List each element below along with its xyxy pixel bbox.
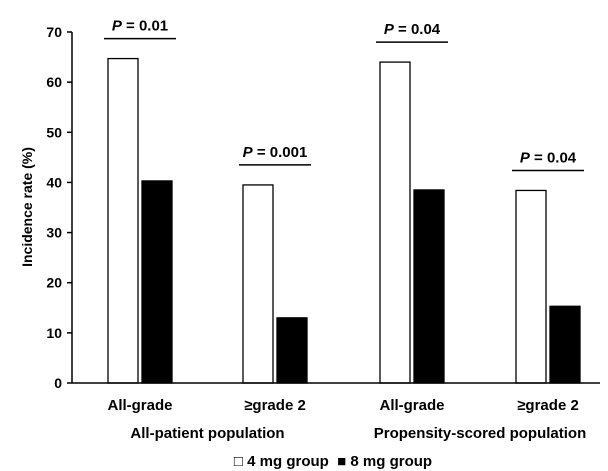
x-tick-label: All-grade: [107, 397, 172, 414]
bar-4mg: [379, 61, 411, 384]
p-value-text: = 0.04: [394, 21, 441, 38]
p-value-text: = 0.001: [253, 144, 308, 161]
bar-8mg: [276, 317, 308, 384]
p-value-label: P = 0.001: [243, 144, 308, 161]
x-tick-label: ≥grade 2: [517, 397, 579, 414]
y-tick-label: 50: [46, 124, 62, 140]
p-value-label: P = 0.01: [112, 18, 168, 35]
bar-8mg: [141, 180, 173, 384]
bar-4mg: [242, 184, 274, 384]
y-tick-label: 0: [54, 375, 62, 391]
p-symbol: P: [243, 144, 254, 161]
y-tick-label: 60: [46, 74, 62, 90]
bar-8mg: [549, 305, 581, 384]
p-value-label: P = 0.04: [520, 149, 577, 166]
p-symbol: P: [112, 18, 123, 35]
legend-filled-square-icon: ■: [329, 453, 346, 470]
y-tick-label: 30: [46, 225, 62, 241]
y-axis: 0 10 20 30 40 50 60 70: [46, 24, 73, 391]
legend: □ 4 mg group ■ 8 mg group: [234, 453, 432, 470]
p-value-text: = 0.01: [122, 18, 168, 35]
y-tick-label: 10: [46, 325, 62, 341]
p-symbol: P: [520, 149, 531, 166]
bar-4mg: [107, 57, 139, 384]
bar-4mg: [515, 189, 547, 384]
x-axis: All-grade ≥grade 2 All-grade ≥grade 2: [72, 382, 600, 414]
legend-text: □ 4 mg group ■ 8 mg group: [234, 453, 432, 470]
y-tick-label: 70: [46, 24, 62, 40]
y-axis-label: Incidence rate (%): [19, 147, 35, 267]
x-tick-label: ≥grade 2: [244, 397, 306, 414]
y-tick-label: 40: [46, 174, 62, 190]
p-symbol: P: [384, 21, 395, 38]
bars: [107, 57, 581, 384]
x-tick-label: All-grade: [379, 397, 444, 414]
legend-label: 8 mg group: [346, 453, 432, 470]
legend-open-square-icon: □: [234, 453, 243, 470]
p-value-label: P = 0.04: [384, 21, 441, 38]
p-value-text: = 0.04: [530, 149, 577, 166]
legend-label: 4 mg group: [243, 453, 329, 470]
group-label: All-patient population: [130, 425, 284, 442]
group-label: Propensity-scored population: [374, 425, 587, 442]
y-tick-label: 20: [46, 275, 62, 291]
bar-8mg: [413, 189, 445, 384]
group-labels: All-patient population Propensity-scored …: [130, 425, 586, 442]
